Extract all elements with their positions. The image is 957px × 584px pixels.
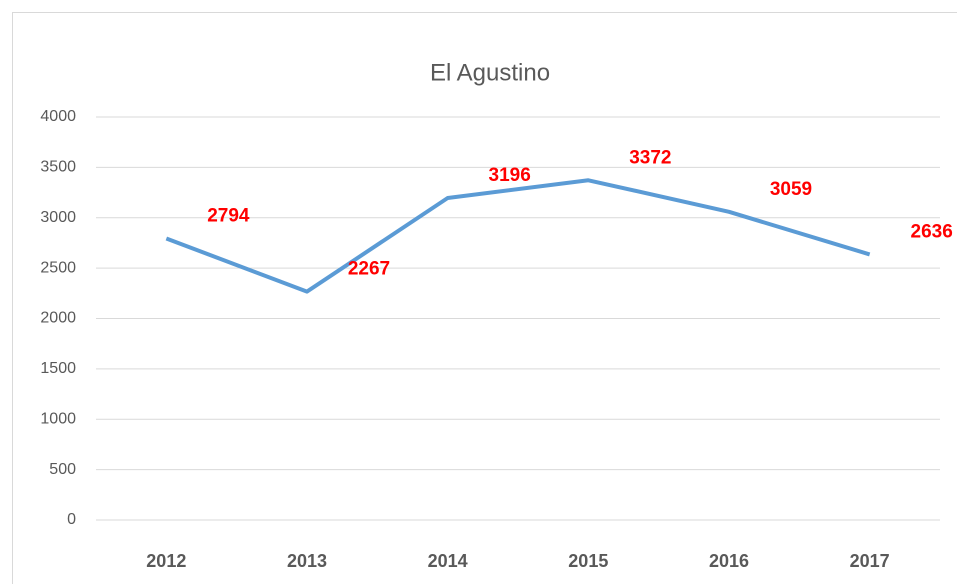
x-tick-label: 2012 [146,551,186,571]
y-tick-label: 3500 [40,159,76,176]
y-tick-label: 0 [67,511,76,528]
data-label: 2794 [207,206,250,227]
chart-title: El Agustino [430,59,550,86]
data-label: 3196 [489,165,531,186]
y-tick-label: 2000 [40,310,76,327]
data-label: 2267 [348,259,390,280]
y-tick-label: 500 [49,461,76,478]
y-tick-label: 1500 [40,360,76,377]
data-label: 3372 [629,147,671,168]
line [165,178,871,294]
data-label: 2636 [911,221,953,242]
y-tick-label: 2500 [40,259,76,276]
y-tick-label: 1000 [40,410,76,427]
y-tick-label: 4000 [40,108,76,125]
x-tick-label: 2016 [709,551,749,571]
x-tick-label: 2015 [568,551,608,571]
x-tick-label: 2013 [287,551,327,571]
chart-border [12,12,957,584]
data-label: 3059 [770,179,812,200]
x-tick-label: 2014 [428,551,468,571]
y-tick-label: 3000 [40,209,76,226]
x-tick-label: 2017 [850,551,890,571]
